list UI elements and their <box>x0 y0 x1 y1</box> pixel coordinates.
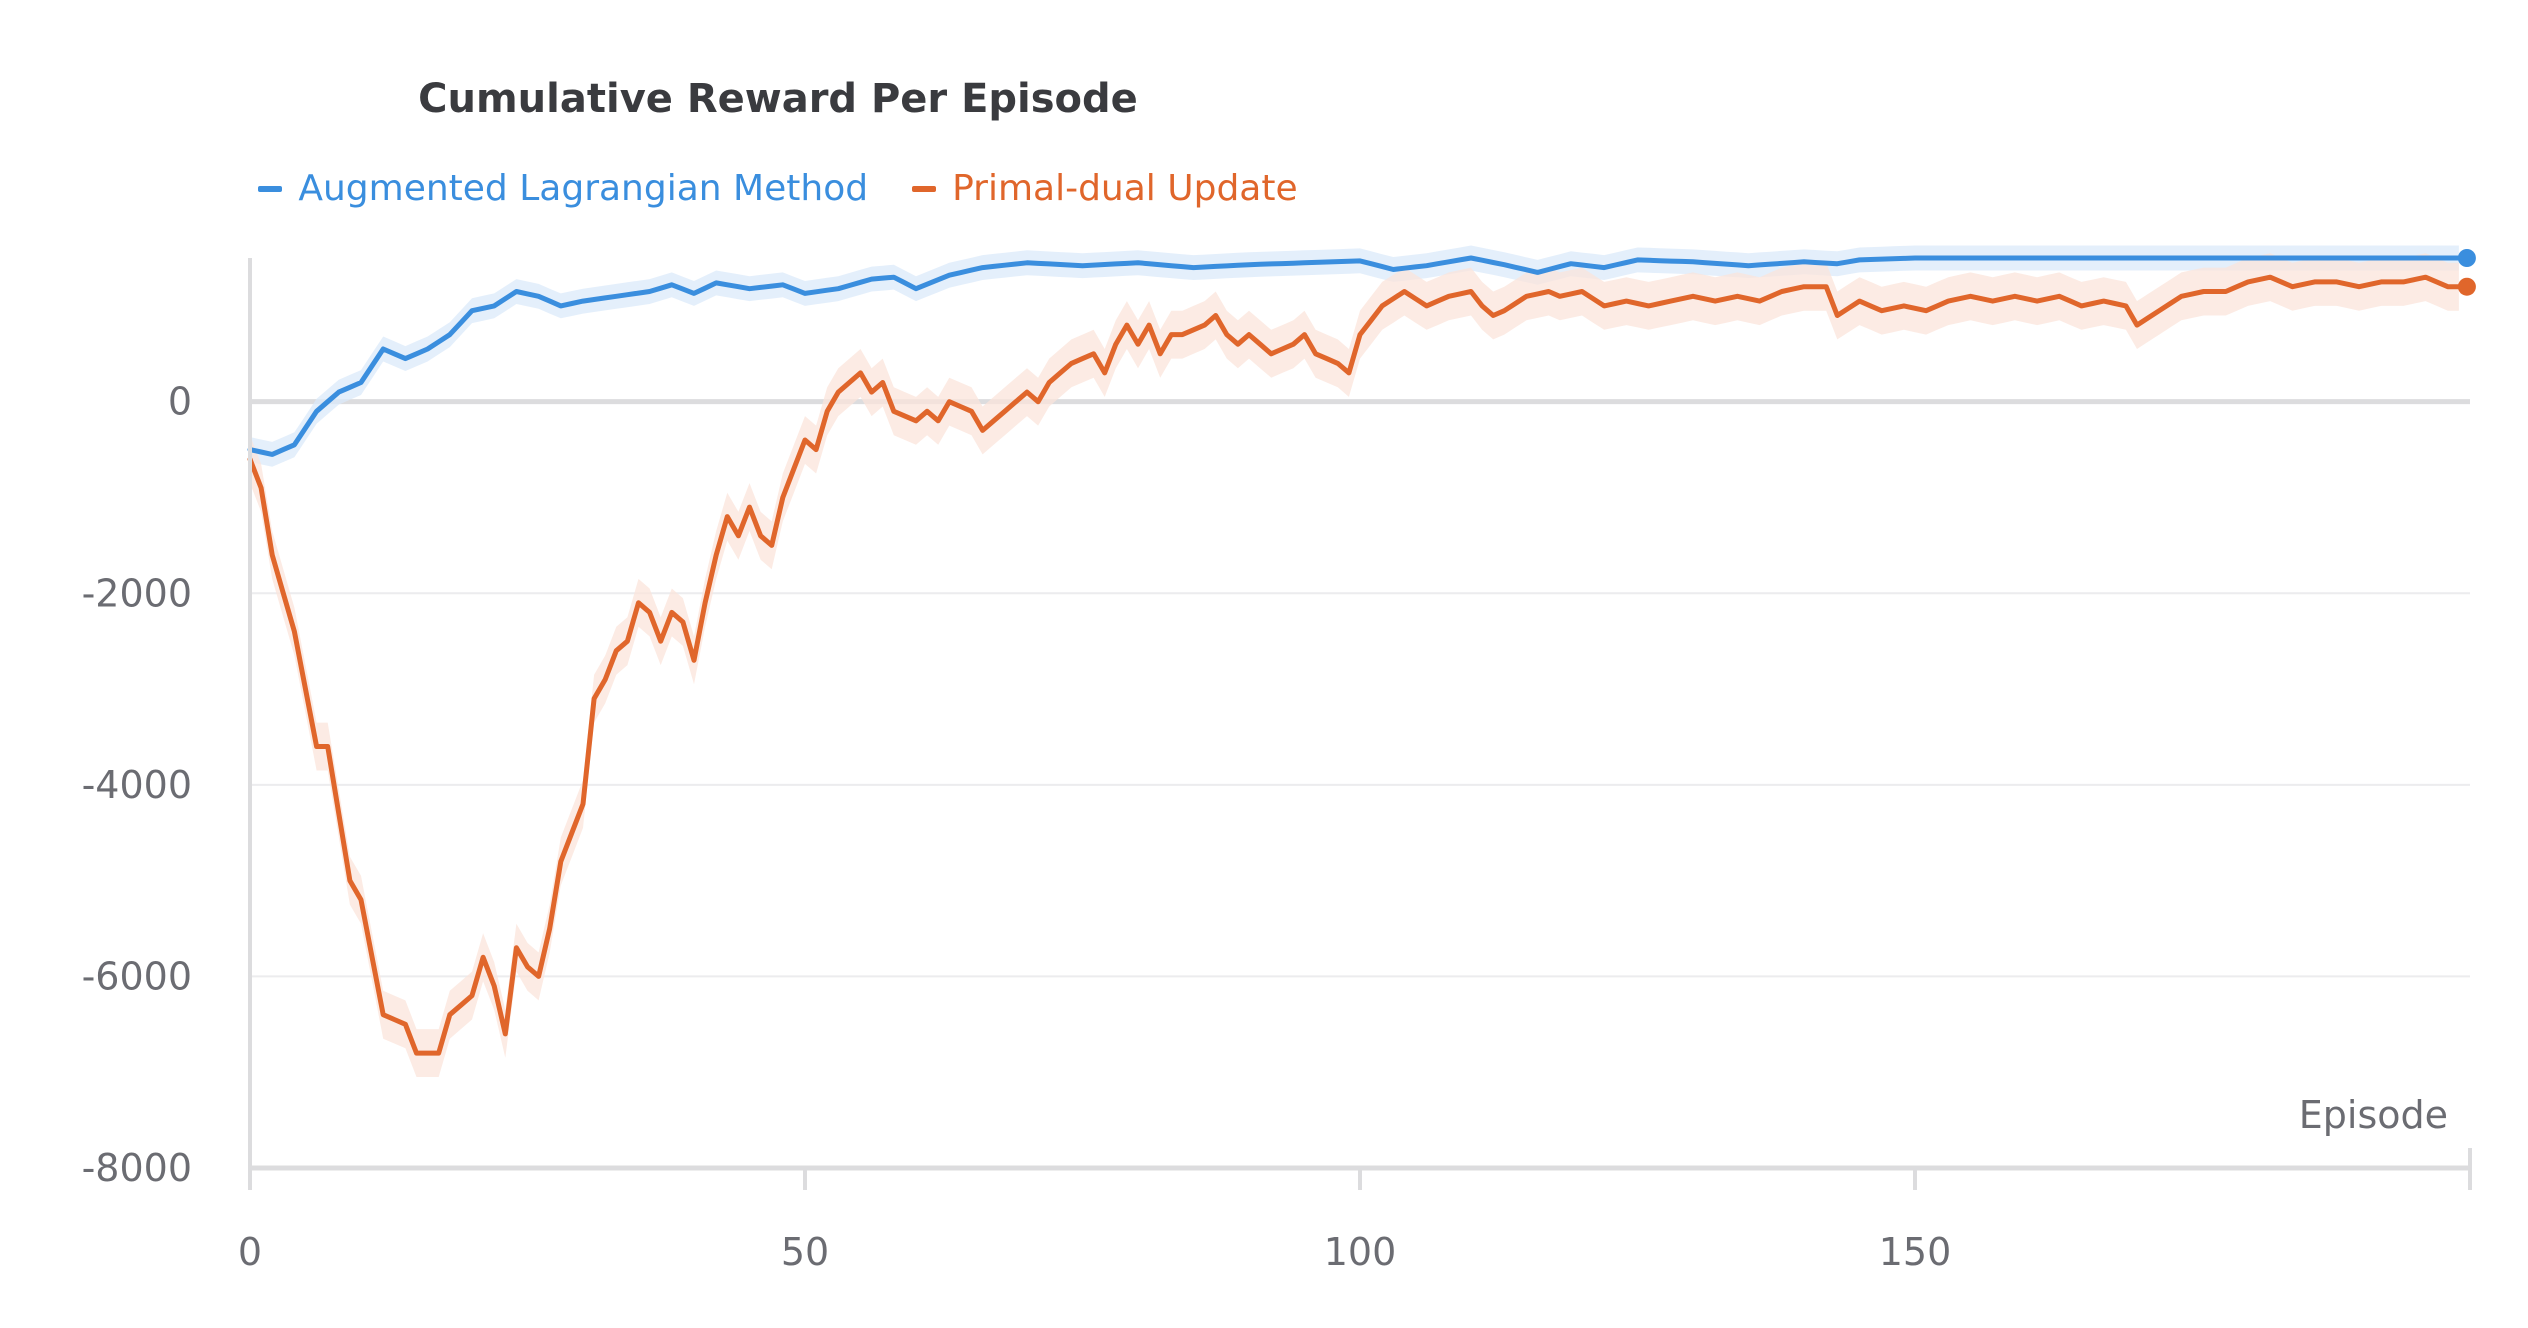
x-tick-label-50: 50 <box>781 1230 829 1274</box>
chart-title: Cumulative Reward Per Episode <box>418 76 1138 122</box>
legend-label-augmented-lagrangian: Augmented Lagrangian Method <box>298 168 869 209</box>
tick-labels: 0 -2000 -4000 -6000 -8000 0 50 100 150 <box>82 380 1952 1274</box>
series-line-augmented-lagrangian <box>247 255 2462 457</box>
y-tick-label--4000: -4000 <box>82 763 192 807</box>
y-tick-label--6000: -6000 <box>82 954 192 998</box>
series-line-primal-dual <box>247 274 2462 1056</box>
band-augmented-lagrangian <box>250 245 2459 467</box>
series-lines <box>247 249 2476 1056</box>
end-marker-primal-dual <box>2457 277 2476 296</box>
confidence-bands <box>250 245 2459 1077</box>
grid-lines <box>250 399 2470 978</box>
legend-item-primal-dual[interactable]: Primal-dual Update <box>912 168 1298 209</box>
legend-swatch-augmented-lagrangian <box>258 185 283 192</box>
legend-swatch-primal-dual <box>912 185 937 192</box>
y-tick-label--8000: -8000 <box>82 1146 192 1190</box>
x-tick-label-0: 0 <box>238 1230 262 1274</box>
end-marker-augmented-lagrangian <box>2457 249 2476 267</box>
legend-item-augmented-lagrangian[interactable]: Augmented Lagrangian Method <box>258 168 868 209</box>
band-primal-dual <box>250 253 2459 1077</box>
x-axis-label: Episode <box>2299 1093 2448 1137</box>
axes <box>248 258 2472 1190</box>
y-tick-label--2000: -2000 <box>82 571 192 615</box>
legend-label-primal-dual: Primal-dual Update <box>952 168 1298 209</box>
legend: Augmented Lagrangian Method Primal-dual … <box>0 168 1556 209</box>
y-tick-label-0: 0 <box>168 380 192 424</box>
x-tick-label-100: 100 <box>1324 1230 1397 1274</box>
x-tick-label-150: 150 <box>1879 1230 1952 1274</box>
